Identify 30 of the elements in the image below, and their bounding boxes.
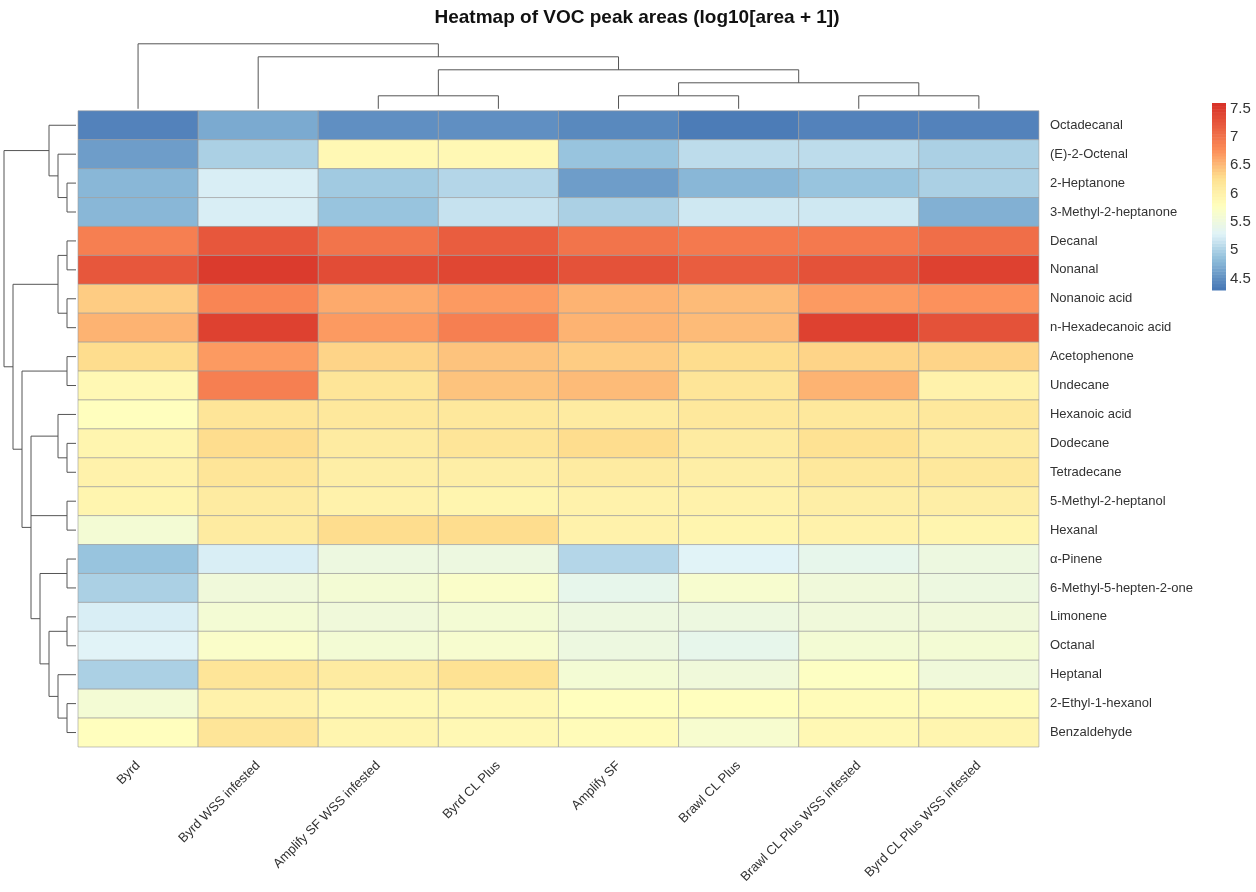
y-tick-label: Undecane (1049, 377, 1110, 393)
color-bar-label: 4.5 (1230, 268, 1251, 286)
y-tick-label: Nonanal (1049, 261, 1099, 277)
y-tick-label: Tetradecane (1049, 463, 1122, 479)
color-bar-label: 6 (1230, 183, 1239, 201)
y-tick-label: 5-Methyl-2-heptanol (1049, 492, 1166, 508)
color-bar-label: 5 (1230, 240, 1239, 258)
y-tick-label: Benzaldehyde (1049, 724, 1133, 740)
color-bar-label: 7.5 (1230, 98, 1251, 116)
y-tick-label: Decanal (1049, 232, 1098, 248)
y-tick-label: Hexanal (1049, 521, 1098, 537)
y-tick-label: 3-Methyl-2-heptanone (1049, 203, 1178, 219)
y-tick-label: Limonene (1049, 608, 1108, 624)
y-tick-label: Heptanal (1049, 666, 1103, 682)
y-tick-label: Octanal (1049, 637, 1095, 653)
y-tick-label: Octadecanal (1049, 116, 1124, 132)
y-tick-label: 2-Ethyl-1-hexanol (1049, 695, 1152, 711)
y-tick-label: (E)-2-Octenal (1049, 145, 1129, 161)
y-tick-label: 2-Heptanone (1049, 174, 1126, 190)
y-tick-label: Nonanoic acid (1049, 290, 1133, 306)
y-tick-label: n-Hexadecanoic acid (1049, 319, 1172, 335)
y-tick-label: Dodecane (1049, 434, 1110, 450)
y-tick-label: 6-Methyl-5-hepten-2-one (1049, 579, 1193, 595)
color-bar-label: 7 (1230, 127, 1239, 145)
y-tick-label: Hexanoic acid (1049, 406, 1132, 422)
y-tick-label: α-Pinene (1049, 550, 1103, 566)
chart-title: Heatmap of VOC peak areas (log10[area + 1]) (434, 5, 840, 27)
color-bar-label: 5.5 (1230, 212, 1251, 230)
color-bar-label: 6.5 (1230, 155, 1251, 173)
y-tick-label: Acetophenone (1049, 348, 1134, 364)
